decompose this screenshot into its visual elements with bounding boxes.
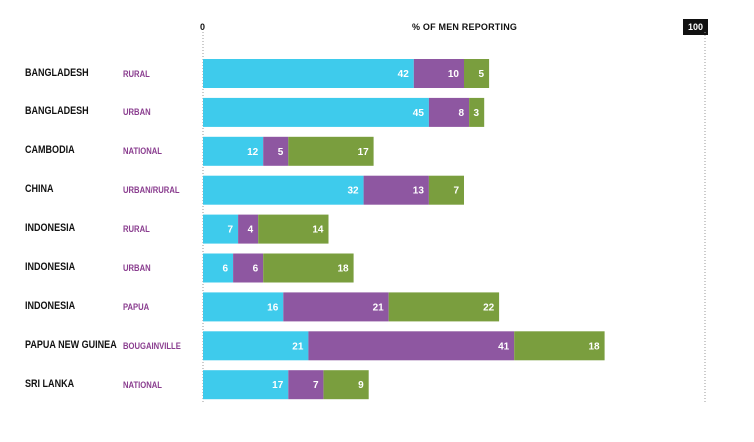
bar-value-label: 45 xyxy=(413,108,425,119)
country-label: INDONESIA xyxy=(25,261,76,273)
bar-segment-1 xyxy=(203,136,264,166)
bar-value-label: 10 xyxy=(448,69,460,80)
country-label: SRI LANKA xyxy=(25,377,75,390)
bar-value-label: 21 xyxy=(373,302,385,313)
bar-segment-1 xyxy=(203,370,289,400)
bar-value-label: 17 xyxy=(272,380,284,391)
bar-value-label: 7 xyxy=(228,225,234,236)
setting-label: RURAL xyxy=(123,224,150,235)
bar-segment-2 xyxy=(283,292,389,322)
setting-label: BOUGAINVILLE xyxy=(123,340,181,351)
bar-value-label: 5 xyxy=(479,69,485,80)
bar-segment-3 xyxy=(469,97,485,127)
setting-label: NATIONAL xyxy=(123,146,162,157)
bar-segment-2 xyxy=(288,370,324,400)
bar-value-label: 32 xyxy=(347,186,359,197)
bar-segment-3 xyxy=(263,253,354,283)
bar-segment-1 xyxy=(203,97,429,127)
bar-segment-1 xyxy=(203,175,364,205)
bar-value-label: 18 xyxy=(588,341,600,352)
bar-value-label: 12 xyxy=(247,147,259,158)
bar-segment-3 xyxy=(288,136,374,166)
bar-value-label: 21 xyxy=(292,341,304,352)
bar-value-label: 22 xyxy=(483,302,495,313)
bar-segment-2 xyxy=(238,214,259,244)
bar-value-label: 5 xyxy=(278,147,284,158)
bar-segment-1 xyxy=(203,214,239,244)
setting-label: URBAN/RURAL xyxy=(123,185,180,196)
bar-value-label: 8 xyxy=(459,108,465,119)
bar-value-label: 13 xyxy=(413,186,425,197)
bar-segment-2 xyxy=(308,331,515,361)
bar-segment-2 xyxy=(363,175,429,205)
bar-value-label: 6 xyxy=(223,264,229,275)
bar-segment-2 xyxy=(233,253,264,283)
bar-segment-1 xyxy=(203,253,234,283)
bar-segment-3 xyxy=(388,292,500,322)
bar-value-label: 6 xyxy=(253,264,259,275)
axis-zero-label: 0 xyxy=(200,22,206,32)
setting-label: URBAN xyxy=(123,107,151,118)
bar-segment-3 xyxy=(514,331,605,361)
bar-value-label: 16 xyxy=(267,302,279,313)
bar-segment-3 xyxy=(428,175,464,205)
country-label: INDONESIA xyxy=(25,222,76,235)
country-label: PAPUA NEW GUINEA xyxy=(25,338,117,351)
bar-value-label: 17 xyxy=(358,147,370,158)
bar-segment-3 xyxy=(323,370,369,400)
axis-max-badge: 100 xyxy=(683,19,709,35)
bar-value-label: 3 xyxy=(474,108,480,119)
bar-segment-3 xyxy=(258,214,329,244)
bar-value-label: 14 xyxy=(312,225,324,236)
country-label: CHINA xyxy=(25,183,54,196)
bar-segment-2 xyxy=(413,59,464,88)
bar-segment-1 xyxy=(203,331,309,361)
country-label: CAMBODIA xyxy=(25,144,75,157)
bar-segment-3 xyxy=(464,59,490,88)
setting-label: RURAL xyxy=(123,68,150,79)
setting-label: URBAN xyxy=(123,263,151,273)
setting-label: NATIONAL xyxy=(123,379,162,390)
bar-segment-2 xyxy=(428,97,470,127)
bar-value-label: 4 xyxy=(248,225,254,236)
bar-segment-2 xyxy=(263,136,289,166)
bar-value-label: 7 xyxy=(453,186,459,197)
bar-segment-1 xyxy=(203,292,284,322)
country-label: BANGLADESH xyxy=(25,66,89,79)
bar-segment-1 xyxy=(203,59,414,88)
bar-value-label: 18 xyxy=(337,264,349,275)
axis-title: % OF MEN REPORTING xyxy=(412,22,518,32)
bar-value-label: 7 xyxy=(313,380,319,391)
setting-label: PAPUA xyxy=(123,301,150,312)
bar-value-label: 9 xyxy=(358,380,364,391)
bar-value-label: 41 xyxy=(498,341,510,352)
country-label: INDONESIA xyxy=(25,299,76,312)
bar-value-label: 42 xyxy=(398,69,410,80)
country-label: BANGLADESH xyxy=(25,105,89,118)
